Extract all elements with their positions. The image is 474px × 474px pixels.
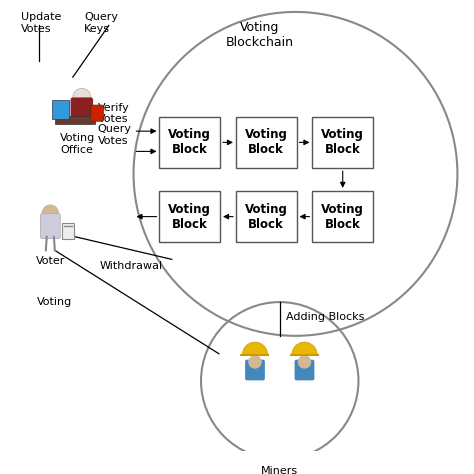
FancyBboxPatch shape	[294, 360, 314, 380]
FancyBboxPatch shape	[245, 360, 265, 380]
FancyBboxPatch shape	[236, 191, 297, 243]
Text: Adding Blocks: Adding Blocks	[286, 312, 365, 322]
Text: Voting
Block: Voting Block	[321, 202, 364, 231]
FancyBboxPatch shape	[52, 100, 69, 118]
FancyBboxPatch shape	[312, 191, 373, 243]
FancyBboxPatch shape	[159, 117, 220, 168]
Text: Verify
Votes: Verify Votes	[98, 103, 129, 124]
Wedge shape	[292, 342, 317, 355]
Circle shape	[298, 355, 311, 369]
Circle shape	[73, 89, 91, 106]
FancyBboxPatch shape	[40, 213, 60, 238]
Circle shape	[248, 355, 262, 369]
Text: Voting
Blockchain: Voting Blockchain	[226, 21, 293, 49]
FancyBboxPatch shape	[71, 98, 93, 120]
Wedge shape	[242, 342, 268, 355]
Text: Voting
Block: Voting Block	[168, 128, 211, 156]
Text: Query
Votes: Query Votes	[98, 124, 132, 146]
Text: Miners: Miners	[261, 466, 298, 474]
FancyBboxPatch shape	[312, 117, 373, 168]
FancyBboxPatch shape	[62, 223, 74, 239]
FancyBboxPatch shape	[236, 117, 297, 168]
Text: Voting
Block: Voting Block	[245, 202, 288, 231]
Text: Voting
Office: Voting Office	[60, 133, 95, 155]
FancyBboxPatch shape	[55, 116, 95, 124]
Text: Voting
Block: Voting Block	[321, 128, 364, 156]
Text: Update
Votes: Update Votes	[21, 12, 62, 34]
Text: Withdrawal: Withdrawal	[100, 261, 163, 271]
Circle shape	[42, 205, 58, 221]
FancyBboxPatch shape	[91, 105, 103, 121]
Text: Voter: Voter	[36, 256, 65, 266]
Text: Voting
Block: Voting Block	[168, 202, 211, 231]
Text: Voting
Block: Voting Block	[245, 128, 288, 156]
Text: Voting: Voting	[37, 297, 72, 307]
FancyBboxPatch shape	[159, 191, 220, 243]
Text: Query
Keys: Query Keys	[84, 12, 118, 34]
